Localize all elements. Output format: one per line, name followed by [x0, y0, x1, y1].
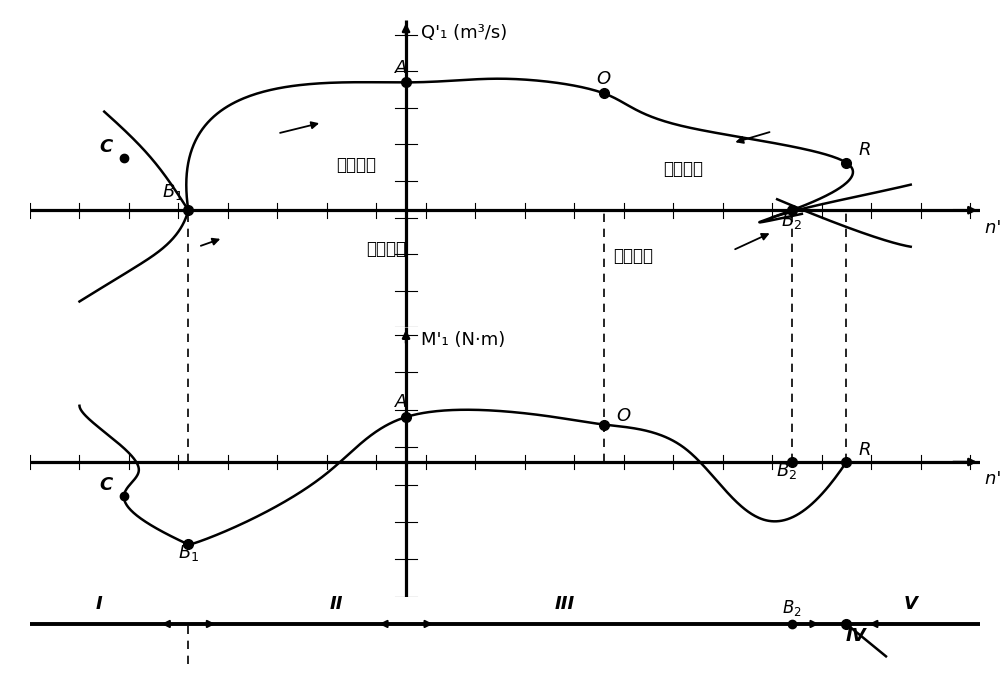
Text: $B_2$: $B_2$ [782, 598, 802, 618]
Text: 向心流动: 向心流动 [663, 160, 703, 178]
Text: I: I [96, 595, 103, 613]
Text: $B_2$: $B_2$ [776, 460, 798, 481]
Text: $O$: $O$ [616, 407, 631, 425]
Text: $B_1$: $B_1$ [178, 543, 199, 563]
Text: $B_2$: $B_2$ [781, 212, 803, 231]
Text: $A$: $A$ [394, 393, 408, 412]
Text: 离心流动: 离心流动 [614, 247, 654, 265]
Text: $R$: $R$ [858, 441, 871, 458]
Text: $R$: $R$ [858, 142, 871, 159]
Text: n'₁ (rpm): n'₁ (rpm) [985, 469, 1000, 487]
Text: $O$: $O$ [596, 70, 612, 88]
Text: C: C [99, 476, 112, 494]
Text: V: V [904, 595, 918, 613]
Text: III: III [554, 595, 574, 613]
Text: n'₁ (rpm): n'₁ (rpm) [985, 219, 1000, 237]
Text: II: II [330, 595, 344, 613]
Text: IV: IV [846, 628, 867, 645]
Text: $B_1$: $B_1$ [162, 182, 183, 202]
Text: C: C [99, 138, 112, 156]
Text: 向心流动: 向心流动 [337, 156, 377, 174]
Text: 离心流动: 离心流动 [366, 240, 406, 258]
Text: $A$: $A$ [394, 59, 408, 77]
Text: M'₁ (N·m): M'₁ (N·m) [421, 331, 505, 348]
Text: Q'₁ (m³/s): Q'₁ (m³/s) [421, 24, 507, 42]
